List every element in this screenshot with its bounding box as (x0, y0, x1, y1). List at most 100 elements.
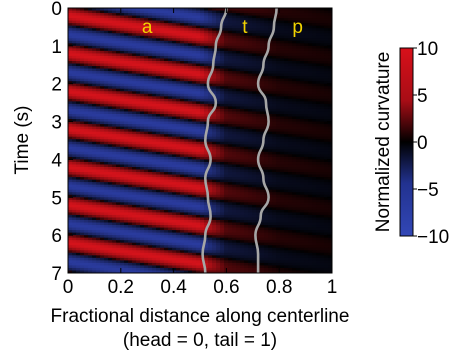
heatmap-cell (212, 83, 217, 87)
heatmap-cell (256, 103, 261, 108)
heatmap-cell (204, 25, 209, 29)
heatmap-cell (260, 151, 265, 155)
heatmap-cell (240, 126, 245, 130)
heatmap-cell (316, 103, 321, 108)
heatmap-cell (268, 66, 273, 70)
heatmap-cell (228, 136, 233, 140)
heatmap-cell (124, 121, 129, 125)
heatmap-cell (104, 63, 109, 67)
heatmap-cell (284, 10, 289, 14)
heatmap-cell (112, 172, 117, 176)
heatmap-cell (96, 78, 101, 82)
heatmap-cell (316, 119, 321, 123)
heatmap-cell (80, 184, 85, 188)
heatmap-cell (92, 197, 97, 201)
heatmap-cell (192, 182, 197, 186)
heatmap-cell (116, 124, 121, 128)
heatmap-cell (92, 169, 97, 173)
heatmap-cell (176, 139, 181, 143)
heatmap-cell (100, 164, 105, 168)
heatmap-cell (184, 38, 189, 42)
heatmap-cell (324, 167, 329, 171)
heatmap-cell (148, 78, 153, 82)
heatmap-cell (160, 73, 165, 77)
heatmap-cell (100, 156, 105, 161)
heatmap-cell (308, 50, 313, 55)
heatmap-cell (164, 45, 169, 49)
heatmap-cell (268, 48, 273, 52)
heatmap-cell (144, 139, 149, 143)
heatmap-cell (320, 78, 325, 82)
heatmap-cell (72, 174, 77, 178)
heatmap-cell (276, 25, 281, 29)
heatmap-cell (284, 83, 289, 87)
heatmap-cell (108, 61, 113, 65)
heatmap-cell (208, 146, 213, 150)
heatmap-cell (72, 121, 77, 125)
heatmap-cell (228, 159, 233, 163)
heatmap-cell (232, 189, 237, 193)
heatmap-cell (208, 119, 213, 123)
heatmap-cell (180, 146, 185, 150)
heatmap-cell (108, 20, 113, 24)
heatmap-cell (264, 23, 269, 27)
heatmap-cell (288, 88, 293, 92)
heatmap-cell (112, 167, 117, 171)
heatmap-cell (180, 197, 185, 201)
heatmap-cell (272, 38, 277, 42)
heatmap-cell (212, 101, 217, 105)
heatmap-cell (300, 192, 305, 196)
heatmap-cell (236, 18, 241, 22)
heatmap-cell (204, 68, 209, 72)
heatmap-cell (136, 53, 141, 57)
heatmap-cell (160, 13, 165, 17)
heatmap-cell (136, 161, 141, 166)
heatmap-cell (148, 159, 153, 163)
heatmap-cell (84, 30, 89, 34)
heatmap-cell (208, 149, 213, 153)
heatmap-cell (152, 161, 157, 166)
heatmap-cell (288, 172, 293, 176)
heatmap-cell (152, 93, 157, 97)
heatmap-cell (120, 91, 125, 95)
heatmap-cell (180, 96, 185, 100)
heatmap-cell (116, 15, 121, 19)
heatmap-cell (236, 35, 241, 39)
heatmap-cell (132, 177, 137, 181)
heatmap-cell (180, 13, 185, 17)
heatmap-cell (208, 167, 213, 171)
heatmap-cell (80, 45, 85, 49)
heatmap-cell (280, 8, 285, 12)
heatmap-cell (120, 151, 125, 155)
heatmap-cell (88, 121, 93, 125)
heatmap-cell (264, 20, 269, 24)
heatmap-cell (220, 86, 225, 90)
heatmap-cell (140, 58, 145, 62)
heatmap-cell (280, 91, 285, 95)
heatmap-cell (212, 161, 217, 166)
heatmap-cell (196, 124, 201, 128)
heatmap-cell (192, 192, 197, 196)
heatmap-cell (96, 169, 101, 173)
heatmap-cell (164, 91, 169, 95)
heatmap-cell (176, 40, 181, 44)
heatmap-cell (148, 76, 153, 80)
heatmap-cell (284, 174, 289, 178)
curvature-heatmap (68, 8, 332, 273)
heatmap-cell (172, 25, 177, 29)
heatmap-cell (316, 98, 321, 102)
heatmap-cell (248, 182, 253, 186)
heatmap-cell (84, 8, 89, 12)
heatmap-cell (136, 144, 141, 148)
heatmap-cell (268, 134, 273, 138)
heatmap-cell (284, 192, 289, 196)
heatmap-cell (240, 156, 245, 161)
heatmap-cell (216, 174, 221, 178)
heatmap-cell (212, 149, 217, 153)
heatmap-cell (208, 177, 213, 181)
heatmap-cell (124, 119, 129, 123)
heatmap-cell (284, 159, 289, 163)
heatmap-cell (244, 71, 249, 75)
heatmap-cell (244, 76, 249, 80)
heatmap-cell (136, 28, 141, 32)
